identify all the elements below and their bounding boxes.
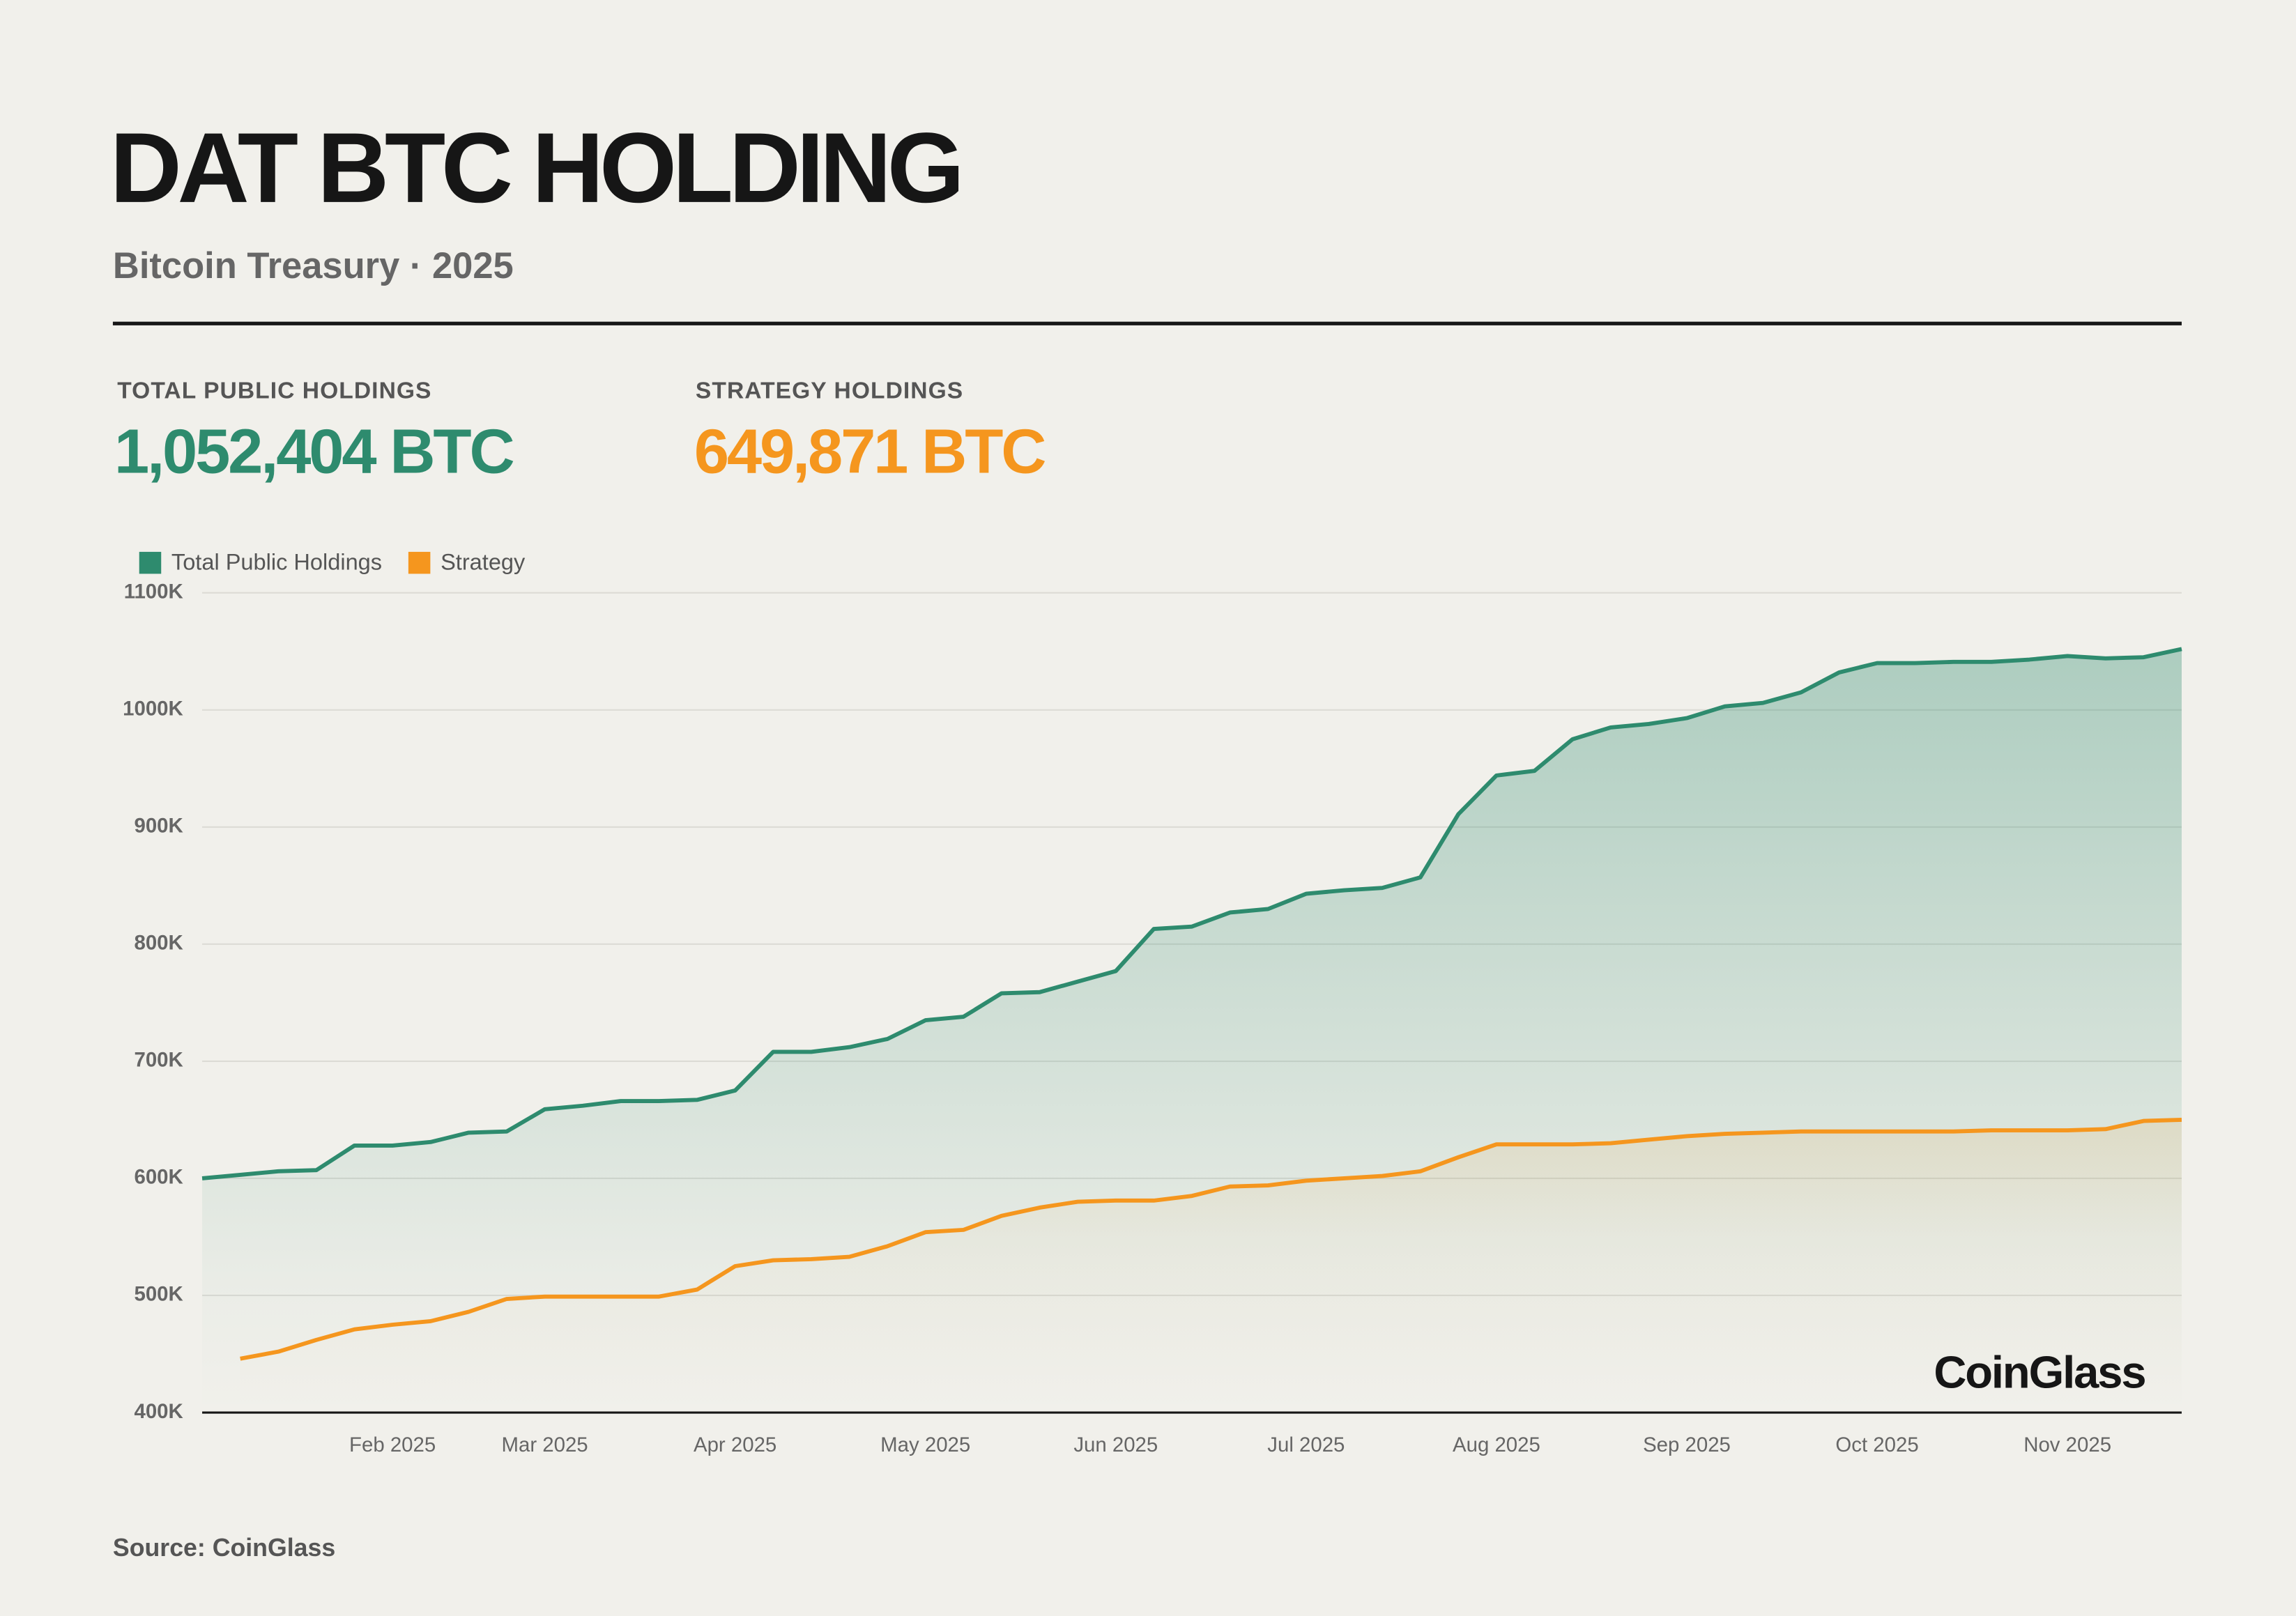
title: DAT BTC HOLDING bbox=[110, 113, 961, 224]
x-tick-label: Jun 2025 bbox=[1073, 1433, 1158, 1456]
series-line bbox=[240, 1117, 2182, 1361]
y-tick-label: 500K bbox=[134, 1283, 183, 1306]
y-tick-label: 600K bbox=[134, 1166, 183, 1189]
y-tick-label: 700K bbox=[134, 1049, 183, 1072]
kpi-label: STRATEGY HOLDINGS bbox=[696, 378, 963, 403]
lines bbox=[201, 647, 2182, 1361]
legend-swatch bbox=[139, 551, 162, 574]
x-tick-label: Jul 2025 bbox=[1267, 1433, 1345, 1456]
kpi-value: 649,871 BTC bbox=[694, 416, 1045, 486]
subtitle: Bitcoin Treasury · 2025 bbox=[113, 245, 514, 286]
x-tick-label: Nov 2025 bbox=[2023, 1433, 2111, 1456]
y-tick-label: 400K bbox=[134, 1400, 183, 1423]
series-line bbox=[201, 647, 2182, 1180]
brand: CoinGlass bbox=[1934, 1346, 2145, 1397]
plot: 400K 500K 600K 700K 800K 900K 1000K 1100K Feb 20… bbox=[123, 549, 2182, 1456]
y-tick-label: 800K bbox=[134, 932, 183, 955]
x-tick-label: Oct 2025 bbox=[1835, 1433, 1918, 1456]
areas bbox=[202, 649, 2182, 1413]
legend-swatch bbox=[408, 551, 431, 574]
legend-label: Total Public Holdings bbox=[171, 549, 382, 574]
series-area bbox=[240, 1119, 2182, 1413]
kpi-value: 1,052,404 BTC bbox=[114, 416, 513, 486]
y-tick-label: 900K bbox=[134, 815, 183, 838]
source: Source: CoinGlass bbox=[113, 1534, 335, 1562]
legend-label: Strategy bbox=[441, 549, 526, 574]
x-tick-label: Aug 2025 bbox=[1453, 1433, 1540, 1456]
y-tick-label: 1100K bbox=[124, 580, 183, 603]
x-tick-label: Feb 2025 bbox=[349, 1433, 436, 1456]
x-tick-label: Sep 2025 bbox=[1643, 1433, 1731, 1456]
y-tick-label: 1000K bbox=[123, 698, 183, 721]
x-tick-label: Mar 2025 bbox=[501, 1433, 588, 1456]
x-tick-label: May 2025 bbox=[880, 1433, 970, 1456]
kpi-label: TOTAL PUBLIC HOLDINGS bbox=[117, 378, 431, 403]
x-tick-label: Apr 2025 bbox=[694, 1433, 776, 1456]
